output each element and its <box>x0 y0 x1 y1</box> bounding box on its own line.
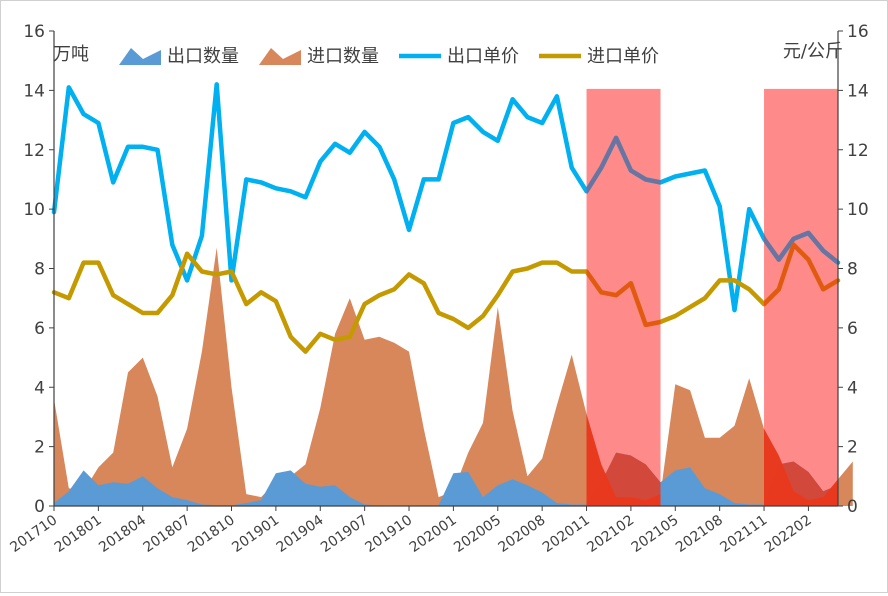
right-tick-label: 6 <box>847 319 858 339</box>
x-tick-label: 201910 <box>362 512 415 556</box>
x-tick-label: 201801 <box>52 512 105 556</box>
left-tick-label: 6 <box>34 319 45 339</box>
price-lines <box>51 82 841 354</box>
export-qty-area-shaded-1 <box>586 452 661 506</box>
import-price-line <box>51 242 841 354</box>
x-tick-label: 202011 <box>540 512 593 556</box>
legend-item: 出口数量 <box>119 46 239 67</box>
legend-label: 出口数量 <box>167 46 239 67</box>
x-tick-label: 202008 <box>495 512 548 556</box>
left-tick-label: 12 <box>23 141 45 161</box>
x-tick-label: 202102 <box>584 512 637 556</box>
export-price-line-shaded-1 <box>586 135 661 194</box>
legend-label: 进口数量 <box>307 46 379 67</box>
x-tick-label: 201807 <box>140 512 193 556</box>
left-tick-label: 8 <box>34 260 45 280</box>
legend-label: 进口单价 <box>587 46 659 67</box>
left-tick-label: 16 <box>23 22 45 42</box>
legend-swatch <box>119 48 161 65</box>
legend-item: 进口单价 <box>539 46 659 67</box>
x-tick-label: 202111 <box>717 512 770 556</box>
right-tick-label: 12 <box>847 141 869 161</box>
export-price-line-shaded-2 <box>764 230 838 265</box>
legend-label: 出口单价 <box>447 46 519 67</box>
legend-item: 进口数量 <box>259 46 379 67</box>
x-tick-label: 201810 <box>185 512 238 556</box>
right-tick-label: 10 <box>847 200 869 220</box>
x-tick-label: 202202 <box>762 512 815 556</box>
legend-swatch <box>259 48 301 65</box>
left-tick-label: 14 <box>23 81 45 101</box>
left-axis-unit: 万吨 <box>53 44 89 65</box>
right-tick-label: 16 <box>847 22 869 42</box>
shaded-period-2 <box>764 88 838 506</box>
quantity-areas <box>54 247 853 506</box>
x-tick-label: 201804 <box>96 512 149 556</box>
x-tick-label: 202005 <box>451 512 504 556</box>
x-tick-label: 201710 <box>7 512 60 556</box>
x-tick-label: 201907 <box>318 512 371 556</box>
right-tick-label: 0 <box>847 497 858 517</box>
legend-item: 出口单价 <box>399 46 519 67</box>
export-qty-area-shaded-2 <box>764 461 838 506</box>
x-tick-label: 202105 <box>629 512 682 556</box>
x-tick-label: 202001 <box>407 512 460 556</box>
right-tick-label: 8 <box>847 260 858 280</box>
right-axis-unit: 元/公斤 <box>783 41 843 62</box>
x-tick-label: 202108 <box>673 512 726 556</box>
legend: 出口数量 进口数量 出口单价 进口单价 <box>119 46 659 67</box>
x-tick-label: 201904 <box>274 512 327 556</box>
right-tick-label: 14 <box>847 81 869 101</box>
right-tick-label: 4 <box>847 378 858 398</box>
left-tick-label: 4 <box>34 378 45 398</box>
export-price-line <box>51 82 841 313</box>
x-tick-label: 201901 <box>229 512 282 556</box>
right-tick-label: 2 <box>847 438 858 458</box>
left-tick-label: 10 <box>23 200 45 220</box>
left-tick-label: 0 <box>34 497 45 517</box>
left-tick-label: 2 <box>34 438 45 458</box>
